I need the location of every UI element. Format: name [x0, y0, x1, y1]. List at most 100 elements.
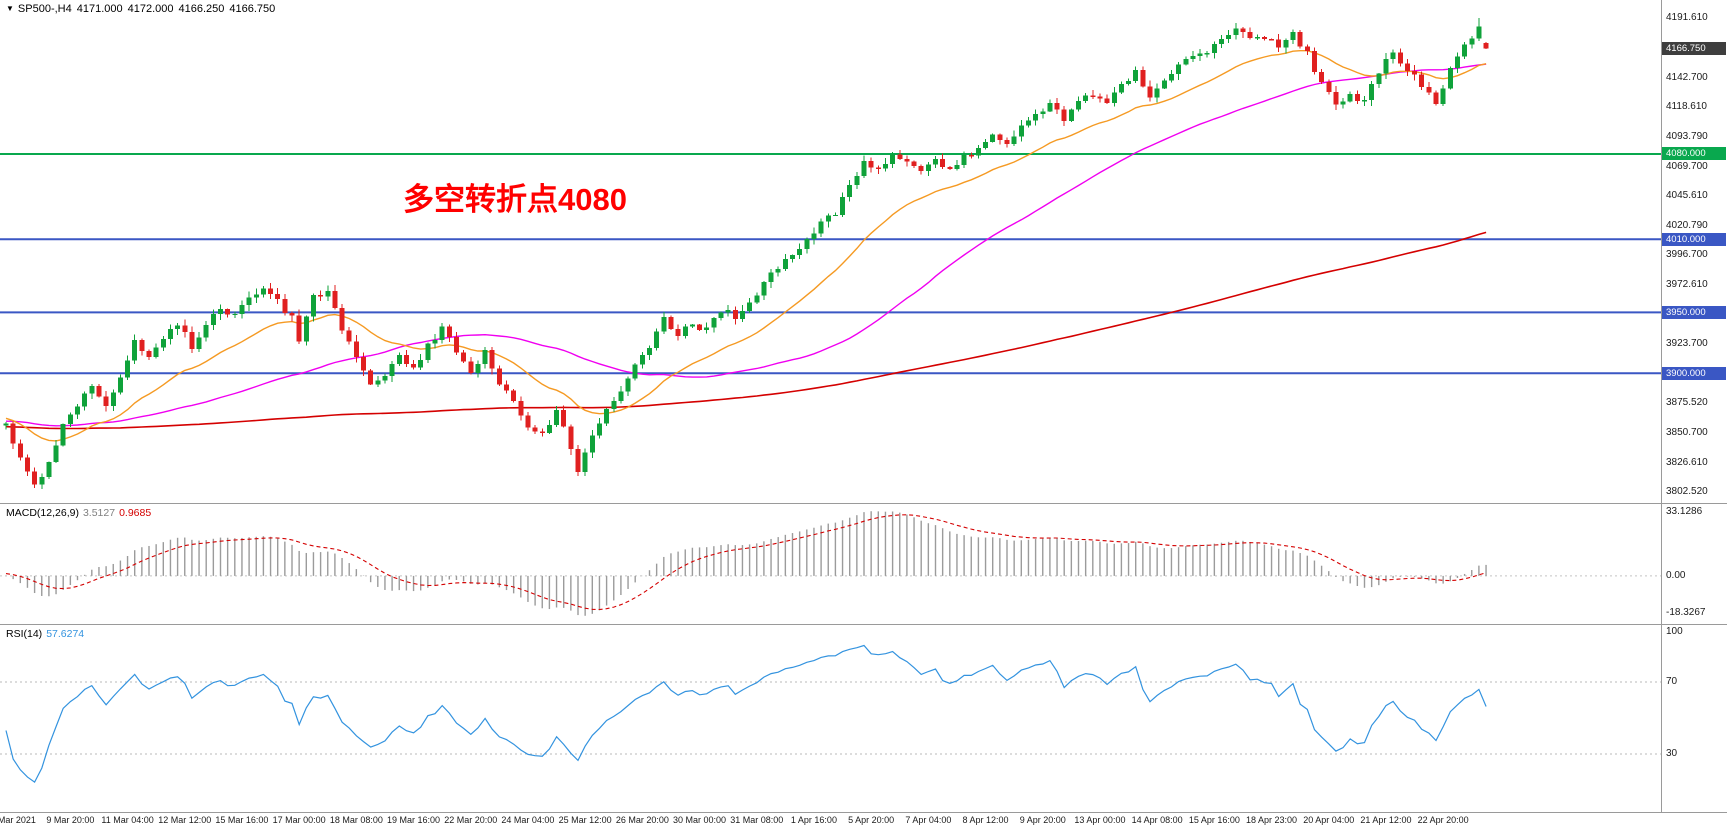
candle[interactable]: [361, 357, 366, 371]
candle[interactable]: [625, 378, 631, 392]
candle[interactable]: [1404, 63, 1410, 72]
candle[interactable]: [139, 339, 145, 351]
candle[interactable]: [725, 310, 731, 313]
candle[interactable]: [403, 355, 409, 364]
candle[interactable]: [739, 310, 745, 320]
candle[interactable]: [411, 363, 417, 368]
candle[interactable]: [1047, 103, 1053, 112]
candle[interactable]: [346, 330, 352, 342]
candle[interactable]: [1104, 98, 1110, 103]
candle[interactable]: [561, 410, 567, 427]
candle[interactable]: [189, 332, 195, 350]
candle[interactable]: [1061, 109, 1067, 121]
candle[interactable]: [1254, 37, 1260, 39]
candle[interactable]: [1083, 95, 1089, 102]
candle[interactable]: [253, 294, 259, 298]
candle[interactable]: [618, 391, 624, 401]
candle[interactable]: [1440, 88, 1446, 105]
candle[interactable]: [132, 339, 138, 361]
candle[interactable]: [1469, 38, 1475, 45]
candle[interactable]: [1147, 86, 1153, 98]
candle[interactable]: [1433, 92, 1439, 105]
candle[interactable]: [1304, 46, 1310, 51]
candle[interactable]: [1161, 80, 1167, 89]
candle[interactable]: [75, 406, 80, 415]
candle[interactable]: [689, 324, 695, 327]
candle[interactable]: [1454, 56, 1460, 68]
candle[interactable]: [1004, 140, 1010, 145]
candle[interactable]: [1476, 26, 1482, 39]
candle[interactable]: [1376, 73, 1382, 84]
rsi-line[interactable]: [5, 644, 1487, 783]
candle[interactable]: [1240, 28, 1246, 33]
candle[interactable]: [489, 349, 495, 369]
candle[interactable]: [39, 477, 45, 485]
candle[interactable]: [396, 355, 402, 365]
candle[interactable]: [1319, 72, 1325, 82]
candle[interactable]: [589, 435, 595, 453]
candle[interactable]: [1326, 81, 1332, 93]
candle[interactable]: [675, 328, 681, 336]
candle[interactable]: [1111, 92, 1117, 103]
candle[interactable]: [647, 348, 652, 356]
candle[interactable]: [797, 248, 803, 256]
candle[interactable]: [1033, 113, 1039, 121]
candle[interactable]: [668, 317, 674, 329]
candle[interactable]: [475, 364, 481, 373]
candle[interactable]: [32, 471, 38, 485]
ma-fast-line[interactable]: [5, 50, 1487, 442]
candle[interactable]: [1040, 111, 1046, 114]
candle[interactable]: [1290, 31, 1296, 40]
candle[interactable]: [353, 341, 359, 358]
candle[interactable]: [203, 324, 209, 338]
candle[interactable]: [1369, 83, 1375, 101]
candle[interactable]: [1297, 31, 1303, 47]
candle[interactable]: [260, 288, 266, 295]
candle[interactable]: [697, 324, 703, 330]
candle[interactable]: [325, 291, 331, 297]
candle[interactable]: [546, 424, 552, 433]
candle[interactable]: [768, 272, 774, 283]
candle[interactable]: [961, 155, 967, 165]
candle[interactable]: [461, 352, 467, 362]
candle[interactable]: [1140, 69, 1146, 87]
candle[interactable]: [1390, 52, 1396, 60]
candle[interactable]: [125, 360, 131, 378]
candle[interactable]: [432, 340, 438, 344]
candle[interactable]: [954, 164, 960, 170]
ma-mid-line[interactable]: [5, 63, 1487, 427]
candle[interactable]: [67, 414, 73, 425]
candle[interactable]: [682, 326, 688, 336]
candle[interactable]: [389, 364, 395, 377]
candle[interactable]: [554, 410, 560, 425]
candle[interactable]: [275, 293, 281, 299]
candle[interactable]: [446, 326, 452, 338]
candle[interactable]: [525, 415, 531, 428]
candle[interactable]: [1412, 71, 1418, 75]
candle[interactable]: [532, 427, 538, 432]
candle[interactable]: [82, 393, 88, 407]
candle[interactable]: [1333, 92, 1339, 105]
candle[interactable]: [639, 355, 645, 365]
candle[interactable]: [310, 294, 316, 317]
candle[interactable]: [117, 377, 123, 393]
candle[interactable]: [167, 329, 173, 339]
time-axis[interactable]: 8 Mar 2021 9 Mar 20:00 11 Mar 04:00 12 Mar …: [0, 812, 1727, 830]
candle[interactable]: [897, 154, 903, 159]
candle[interactable]: [1311, 50, 1317, 73]
ma-slow-line[interactable]: [5, 231, 1487, 430]
candle[interactable]: [1025, 120, 1031, 126]
candle[interactable]: [1276, 39, 1282, 48]
candle[interactable]: [732, 310, 738, 320]
candle[interactable]: [654, 331, 660, 349]
candle[interactable]: [582, 452, 588, 472]
candle[interactable]: [1118, 83, 1124, 93]
candle[interactable]: [375, 380, 381, 385]
candle[interactable]: [604, 408, 610, 424]
candle[interactable]: [10, 423, 16, 444]
candle[interactable]: [782, 258, 788, 269]
candle[interactable]: [218, 309, 223, 315]
candle[interactable]: [1097, 96, 1103, 99]
candle[interactable]: [425, 343, 431, 361]
candle[interactable]: [303, 316, 309, 342]
